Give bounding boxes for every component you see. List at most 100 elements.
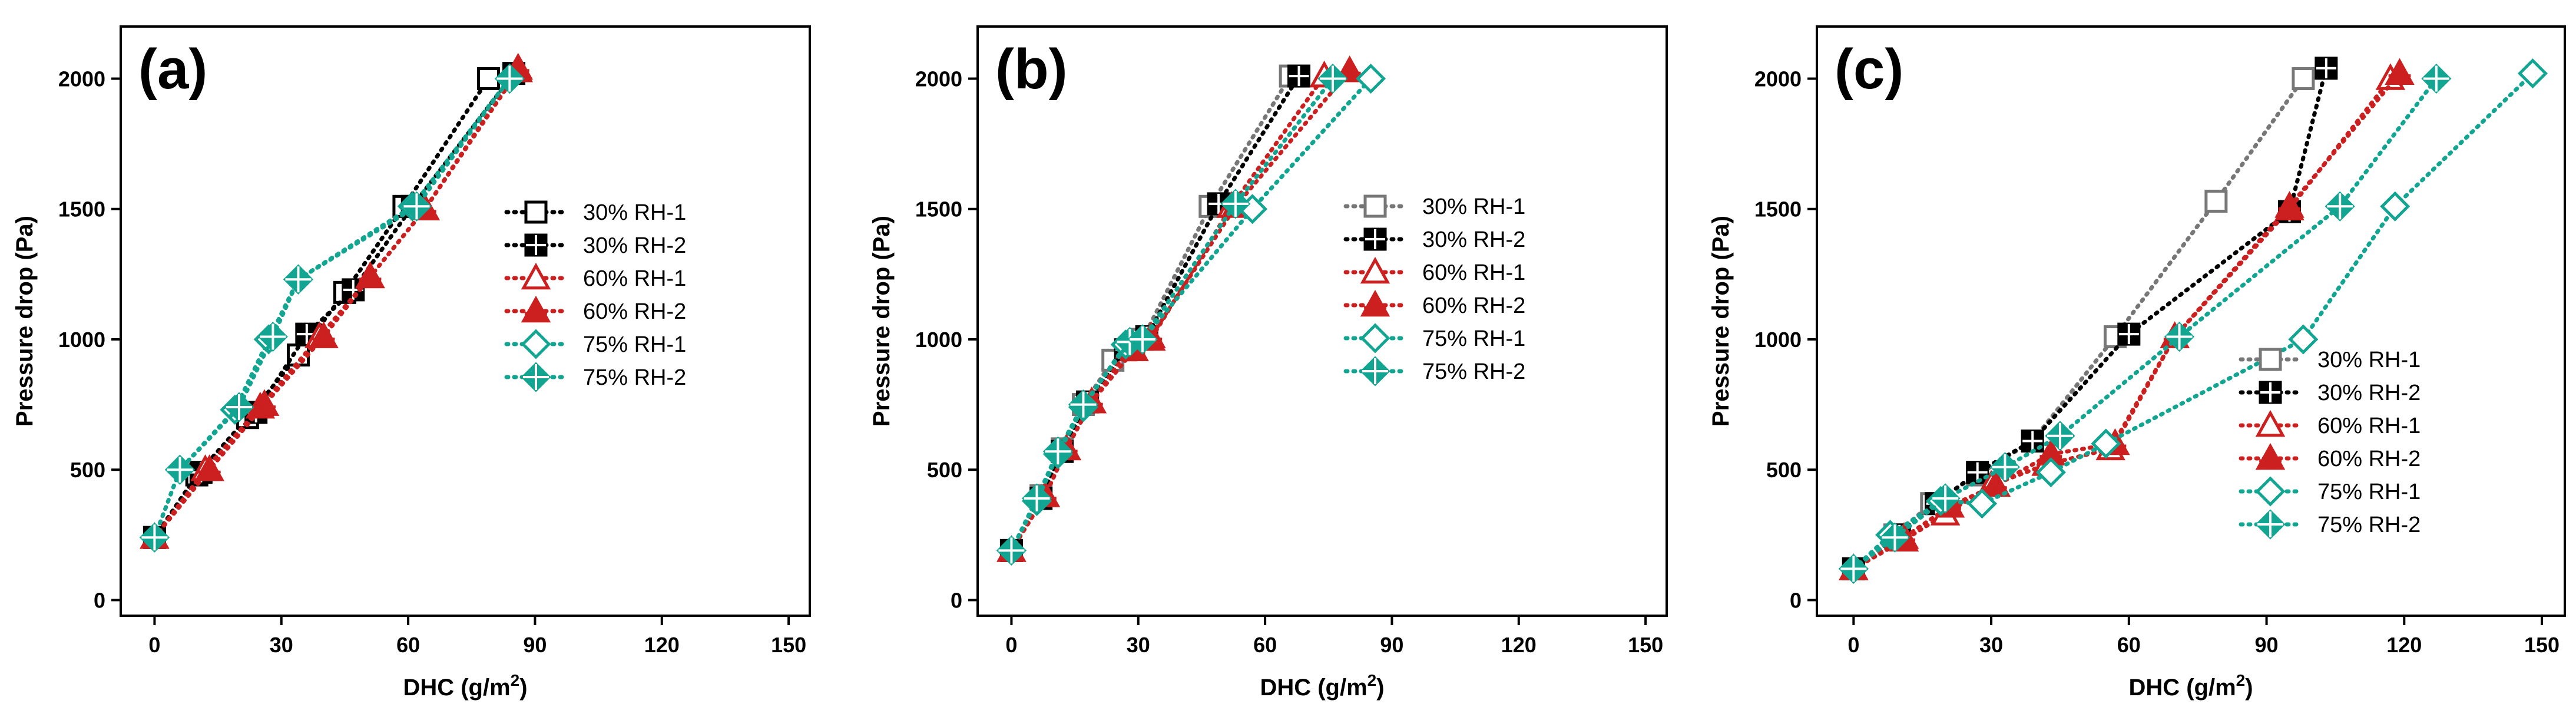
y-axis-title: Pressure drop (Pa)	[1708, 216, 1734, 427]
legend-marker	[2259, 348, 2282, 371]
legend-marker	[521, 262, 551, 290]
x-tick-label: 90	[2255, 633, 2279, 657]
series-30-rh-2	[1842, 57, 2338, 580]
x-tick-label: 120	[644, 633, 680, 657]
legend-label: 75% RH-1	[2317, 480, 2421, 504]
x-axis-title-superscript: 2	[511, 671, 520, 689]
legend-label: 75% RH-2	[583, 365, 686, 390]
legend-label: 60% RH-2	[2317, 447, 2421, 471]
x-tick-label: 0	[1005, 633, 1017, 657]
x-axis-title-superscript: 2	[2236, 671, 2246, 689]
data-point	[2035, 457, 2066, 488]
series-75-rh-1	[1838, 58, 2548, 584]
plot-frame	[976, 25, 1668, 617]
y-tick-label: 500	[1766, 458, 1802, 482]
y-tick-label: 0	[951, 588, 962, 612]
data-point	[2204, 189, 2228, 213]
x-tick-label: 30	[1979, 633, 2003, 657]
x-tick-label: 90	[523, 633, 547, 657]
y-tick-label: 1500	[58, 197, 105, 222]
x-axis-title: DHC (g/m2)	[403, 671, 527, 701]
legend-marker	[521, 329, 551, 359]
y-tick-label: 1500	[915, 197, 962, 222]
x-tick-label: 30	[270, 633, 293, 657]
x-axis-title-base: DHC (g/m	[403, 675, 510, 701]
data-point	[1966, 488, 1998, 519]
y-tick-label: 500	[927, 458, 962, 482]
x-axis-title-superscript: 2	[1368, 671, 1377, 689]
y-tick-label: 0	[94, 588, 105, 612]
series-75-rh-1	[996, 63, 1386, 566]
series-75-rh-2	[1838, 63, 2452, 584]
y-tick-label: 2000	[58, 67, 105, 91]
panel-label: (c)	[1835, 38, 1903, 101]
x-tick-label: 60	[2117, 633, 2141, 657]
panel-label: (a)	[138, 38, 207, 101]
x-tick-label: 150	[771, 633, 806, 657]
y-tick-label: 1500	[1754, 197, 1802, 222]
legend-label: 60% RH-1	[1422, 260, 1525, 285]
legend: 30% RH-1 30% RH-2 60% RH-1 60% RH-2 75% RH-1…	[1343, 194, 1525, 387]
y-axis-title: Pressure drop (Pa)	[869, 216, 895, 427]
legend-label: 75% RH-1	[583, 332, 686, 357]
series-30-rh-1	[1842, 67, 2315, 580]
data-point	[2517, 58, 2548, 89]
x-tick-label: 60	[1253, 633, 1277, 657]
data-point	[476, 67, 500, 90]
legend-label: 30% RH-1	[583, 200, 686, 225]
x-axis-title: DHC (g/m2)	[2128, 671, 2253, 701]
legend-marker	[1360, 323, 1390, 354]
x-tick-label: 0	[148, 633, 160, 657]
y-tick-label: 0	[1790, 588, 1802, 612]
x-tick-label: 0	[1847, 633, 1859, 657]
legend-label: 60% RH-2	[1422, 293, 1525, 318]
plot-frame	[1816, 25, 2566, 617]
x-axis-title-end: )	[519, 675, 527, 701]
panel-label: (b)	[995, 38, 1068, 101]
y-axis-title: Pressure drop (Pa)	[12, 216, 38, 427]
x-tick-label: 120	[2386, 633, 2422, 657]
y-tick-label: 2000	[915, 67, 962, 91]
x-axis-title-end: )	[2245, 675, 2253, 701]
series-75-rh-2	[139, 63, 525, 553]
x-tick-label: 60	[396, 633, 420, 657]
legend-marker	[524, 200, 548, 224]
y-tick-label: 500	[70, 458, 105, 482]
series-line	[1009, 76, 1373, 553]
legend: 30% RH-1 30% RH-2 60% RH-1 60% RH-2 75% RH-1…	[504, 200, 686, 392]
series-line	[1009, 74, 1327, 553]
legend-label: 60% RH-1	[2317, 414, 2421, 438]
y-tick-label: 1000	[915, 328, 962, 352]
series-75-rh-2	[996, 63, 1348, 566]
x-axis-title-base: DHC (g/m	[1260, 675, 1367, 701]
legend-label: 30% RH-2	[2317, 381, 2421, 405]
legend-label: 75% RH-1	[1422, 326, 1525, 351]
legend-label: 30% RH-1	[2317, 348, 2421, 372]
data-point	[2288, 324, 2319, 355]
x-tick-label: 90	[1380, 633, 1403, 657]
legend-label: 60% RH-2	[583, 299, 686, 324]
x-tick-label: 150	[1628, 633, 1663, 657]
data-point	[2380, 191, 2411, 222]
legend-marker	[1363, 194, 1387, 218]
x-axis-title-base: DHC (g/m	[2128, 675, 2236, 701]
y-tick-label: 1000	[1754, 328, 1802, 352]
y-tick-label: 1000	[58, 328, 105, 352]
data-point	[2091, 428, 2121, 459]
legend: 30% RH-1 30% RH-2 60% RH-1 60% RH-2 75% RH-1…	[2239, 348, 2421, 540]
legend-marker	[2255, 409, 2286, 437]
legend-label: 30% RH-2	[1422, 227, 1525, 252]
y-tick-label: 2000	[1754, 67, 1802, 91]
x-tick-label: 120	[1501, 633, 1537, 657]
x-axis-title: DHC (g/m2)	[1260, 671, 1384, 701]
plot-frame	[120, 25, 811, 617]
data-point	[1356, 63, 1386, 94]
legend-marker	[2255, 476, 2286, 507]
x-tick-label: 30	[1127, 633, 1150, 657]
legend-label: 30% RH-2	[583, 233, 686, 258]
legend-label: 30% RH-1	[1422, 194, 1525, 219]
